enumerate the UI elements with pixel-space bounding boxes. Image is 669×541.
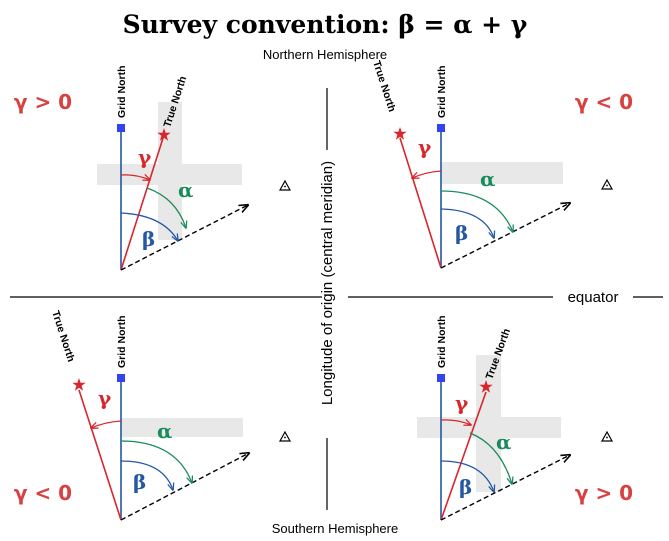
beta-arc [120,212,178,241]
square-icon [437,124,445,132]
sign-label-nw: γ > 0 [14,90,72,114]
gamma-symbol: γ [138,145,152,169]
beta-symbol: β [142,227,155,251]
bearing-line [440,455,570,521]
triangle-icon [278,430,292,442]
beta-symbol: β [455,221,468,245]
alpha-arc [440,190,513,232]
true-north-line [78,389,122,521]
square-icon [117,124,125,132]
highlight-bar [121,418,243,437]
grid-north-label: Grid North [116,66,128,119]
sign-label-se: γ > 0 [575,481,633,505]
grid-north-label: Grid North [436,66,448,119]
square-icon [437,374,445,382]
true-north-line [120,134,165,271]
southern-hemisphere-label: Southern Hemisphere [272,521,398,536]
beta-symbol: β [459,475,472,499]
star-icon [479,380,493,393]
bearing-line [120,205,248,271]
alpha-symbol: α [480,167,495,191]
gamma-symbol: γ [455,391,469,415]
sign-label-ne: γ < 0 [575,90,633,114]
grid-north-label: Grid North [116,316,128,369]
star-icon [393,127,407,140]
alpha-symbol: α [496,430,511,454]
gamma-arc [412,170,442,178]
triangle-icon [600,178,614,190]
alpha-arc [469,432,512,484]
star-icon [72,378,86,391]
true-north-line [399,137,442,269]
gamma-arc [120,175,150,180]
panel-nw: Grid North True North γ α β [97,66,292,271]
triangle-icon [278,179,292,191]
northern-hemisphere-label: Northern Hemisphere [263,47,387,62]
beta-arc [440,208,494,238]
alpha-arc [120,440,192,483]
gamma-symbol: γ [418,135,432,159]
highlight-cross [417,355,561,492]
alpha-arc [146,187,186,228]
bearing-line [120,453,249,521]
beta-arc [440,460,494,492]
true-north-label: True North [49,309,77,363]
highlight-cross [97,102,242,240]
gamma-arc [440,420,471,425]
true-north-label: True North [370,59,398,113]
gamma-symbol: γ [98,386,112,410]
grid-north-label: Grid North [436,316,448,369]
triangle-icon [600,430,614,442]
alpha-symbol: α [157,419,172,443]
true-north-label: True North [161,75,189,129]
bearing-line [440,203,570,269]
central-meridian-label: Longitude of origin (central meridian) [319,161,336,405]
panel-sw: Grid North True North γ α β [49,309,292,521]
true-north-line [440,391,487,521]
highlight-bar [441,162,563,184]
beta-arc [120,460,173,490]
diagram-title: Survey convention: β = α + γ [123,10,528,39]
sign-label-sw: γ < 0 [14,481,72,505]
alpha-symbol: α [178,178,193,202]
equator-label: equator [568,289,619,306]
beta-symbol: β [133,470,146,494]
star-icon [157,128,171,141]
gamma-arc [91,420,122,428]
square-icon [117,374,125,382]
